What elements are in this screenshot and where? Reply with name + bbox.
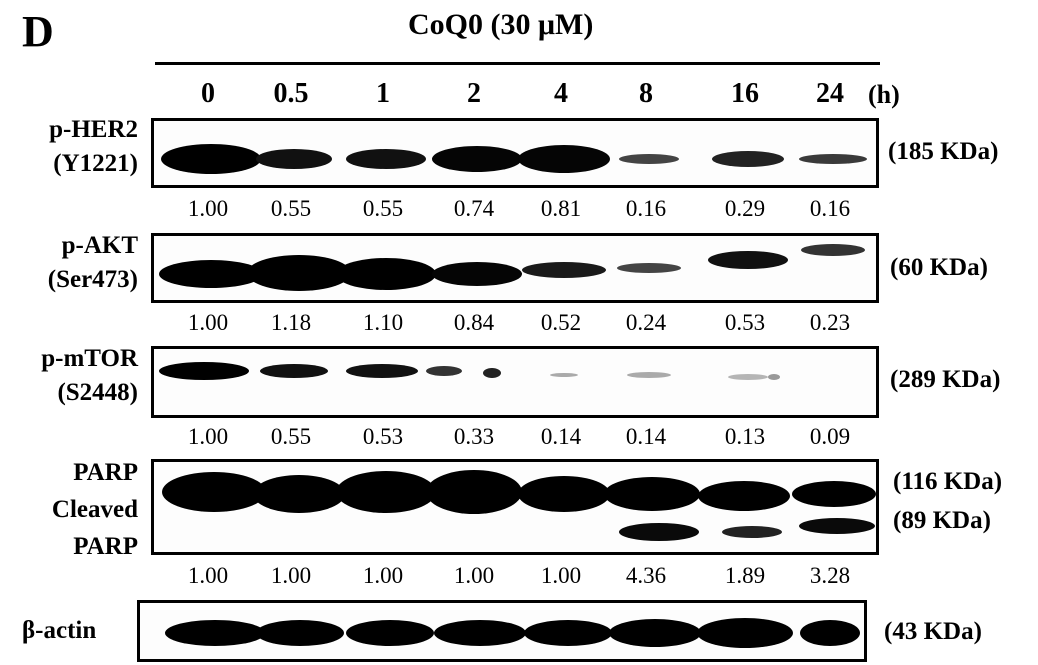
quant-parp-4: 1.00	[540, 563, 582, 588]
bands-p-mtor	[159, 362, 780, 380]
quant-p-her2-7: 0.16	[809, 196, 851, 221]
time-point-16: 16	[731, 78, 759, 109]
quant-parp-2: 1.00	[362, 563, 404, 588]
time-point-0-5: 0.5	[273, 78, 309, 109]
time-point-1: 1	[376, 78, 390, 109]
quant-p-mtor-6: 0.13	[724, 424, 766, 449]
bands-beta-actin	[165, 618, 860, 648]
blot-p-her2	[151, 118, 879, 188]
quant-p-her2-4: 0.81	[540, 196, 582, 221]
mw-p-her2: (185 KDa)	[888, 138, 999, 165]
quant-parp-3: 1.00	[453, 563, 495, 588]
time-point-0: 0	[201, 78, 215, 109]
time-point-8: 8	[639, 78, 653, 109]
quant-p-mtor-2: 0.53	[362, 424, 404, 449]
bands-p-her2	[161, 144, 867, 174]
quant-p-mtor-7: 0.09	[809, 424, 851, 449]
blot-p-akt	[151, 233, 879, 303]
treatment-label: CoQ0 (30 μM)	[408, 8, 594, 41]
blot-label-parp: PARP Cleaved PARP	[51, 459, 138, 560]
quant-p-her2-5: 0.16	[625, 196, 667, 221]
quant-p-her2-6: 0.29	[724, 196, 766, 221]
time-point-2: 2	[467, 78, 481, 109]
quant-p-mtor-3: 0.33	[453, 424, 495, 449]
quant-parp-5: 4.36	[625, 563, 667, 588]
blot-beta-actin	[137, 600, 867, 662]
bands-parp	[162, 470, 876, 541]
quant-p-akt-2: 1.10	[362, 310, 404, 335]
quant-p-mtor-4: 0.14	[540, 424, 582, 449]
quant-p-akt-1: 1.18	[270, 310, 312, 335]
mw-p-akt: (60 KDa)	[890, 254, 988, 281]
blot-p-mtor	[151, 346, 879, 418]
quant-p-her2-0: 1.00	[187, 196, 229, 221]
time-unit: (h)	[868, 80, 900, 109]
mw-p-mtor: (289 KDa)	[890, 366, 1001, 393]
mw-cleaved-parp: (89 KDa)	[893, 507, 991, 534]
blot-label-p-her2: p-HER2 (Y1221)	[49, 116, 138, 177]
quant-p-mtor-0: 1.00	[187, 424, 229, 449]
quant-p-akt-3: 0.84	[453, 310, 495, 335]
blot-label-p-akt: p-AKT (Ser473)	[47, 232, 138, 293]
time-point-24: 24	[816, 78, 844, 109]
quant-parp-7: 3.28	[809, 563, 851, 588]
quant-p-mtor-1: 0.55	[270, 424, 312, 449]
time-point-4: 4	[554, 78, 568, 109]
quant-p-her2-1: 0.55	[270, 196, 312, 221]
quant-parp-1: 1.00	[270, 563, 312, 588]
quant-p-akt-0: 1.00	[187, 310, 229, 335]
quant-p-mtor-5: 0.14	[625, 424, 667, 449]
quant-p-akt-5: 0.24	[625, 310, 667, 335]
treatment-line	[155, 62, 880, 65]
quant-p-her2-2: 0.55	[362, 196, 404, 221]
mw-parp: (116 KDa)	[893, 468, 1003, 495]
bands-p-akt	[159, 244, 865, 291]
quant-p-akt-6: 0.53	[724, 310, 766, 335]
panel-letter: D	[22, 7, 54, 56]
blot-label-p-mtor: p-mTOR (S2448)	[41, 345, 138, 406]
blot-label-beta-actin: β-actin	[22, 617, 97, 644]
quant-p-akt-7: 0.23	[809, 310, 851, 335]
mw-beta-actin: (43 KDa)	[884, 618, 982, 645]
quant-p-her2-3: 0.74	[453, 196, 495, 221]
quant-parp-6: 1.89	[724, 563, 766, 588]
quant-parp-0: 1.00	[187, 563, 229, 588]
blot-parp	[151, 459, 879, 555]
quant-p-akt-4: 0.52	[540, 310, 582, 335]
